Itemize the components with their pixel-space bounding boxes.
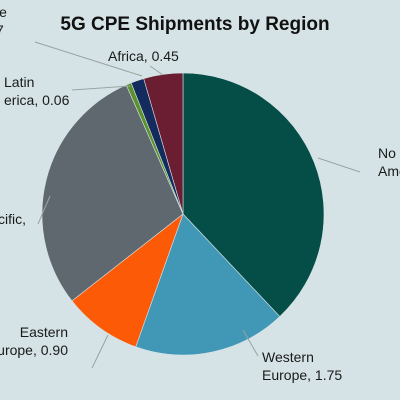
slice-africa — [143, 72, 184, 215]
data-label-africa: Africa, 0.45 — [108, 48, 179, 64]
data-label-latin-america: Latin erica, 0.06 — [4, 74, 70, 108]
data-label-line: Latin — [4, 74, 34, 90]
data-label-asia-pacific: cific, — [0, 211, 26, 227]
slice-north-america — [182, 72, 325, 317]
data-label-line: 7 — [0, 22, 4, 38]
leader-line-asia-pacific — [37, 195, 51, 225]
leader-line-middle-east — [34, 41, 143, 77]
data-label-eastern-europe: Eastern Europe, 0.90 — [0, 324, 68, 358]
leader-line-latin-america — [71, 85, 131, 91]
slice-asia-pacific — [41, 84, 184, 302]
data-label-line: le — [0, 4, 7, 20]
data-label-middle-east: le 7 — [0, 4, 7, 38]
data-label-line: Europe, 1.75 — [262, 367, 342, 383]
chart-title: 5G CPE Shipments by Region — [60, 14, 329, 35]
data-label-line: Western — [262, 349, 314, 365]
leader-line-north-america — [317, 157, 361, 173]
data-label-line: Americ — [378, 163, 400, 179]
data-label-line: Africa, 0.45 — [108, 48, 179, 64]
leader-line-eastern-europe — [91, 334, 109, 369]
data-label-line: No — [378, 145, 396, 161]
leader-lines — [34, 41, 361, 369]
data-label-western-europe: Western Europe, 1.75 — [262, 349, 342, 383]
leader-line-western-europe — [242, 329, 259, 357]
slice-western-europe — [135, 213, 281, 356]
slice-eastern-europe — [71, 213, 184, 348]
data-label-line: cific, — [0, 211, 26, 227]
data-label-line: Europe, 0.90 — [0, 342, 68, 358]
leader-line-africa — [149, 65, 164, 76]
pie-slices — [41, 72, 325, 356]
slice-labels: No Americ Western Europe, 1.75 Eastern Europe… — [0, 4, 400, 383]
data-label-line: erica, 0.06 — [4, 92, 70, 108]
data-label-line: Eastern — [20, 324, 68, 340]
data-label-north-america: No Americ — [378, 145, 400, 179]
